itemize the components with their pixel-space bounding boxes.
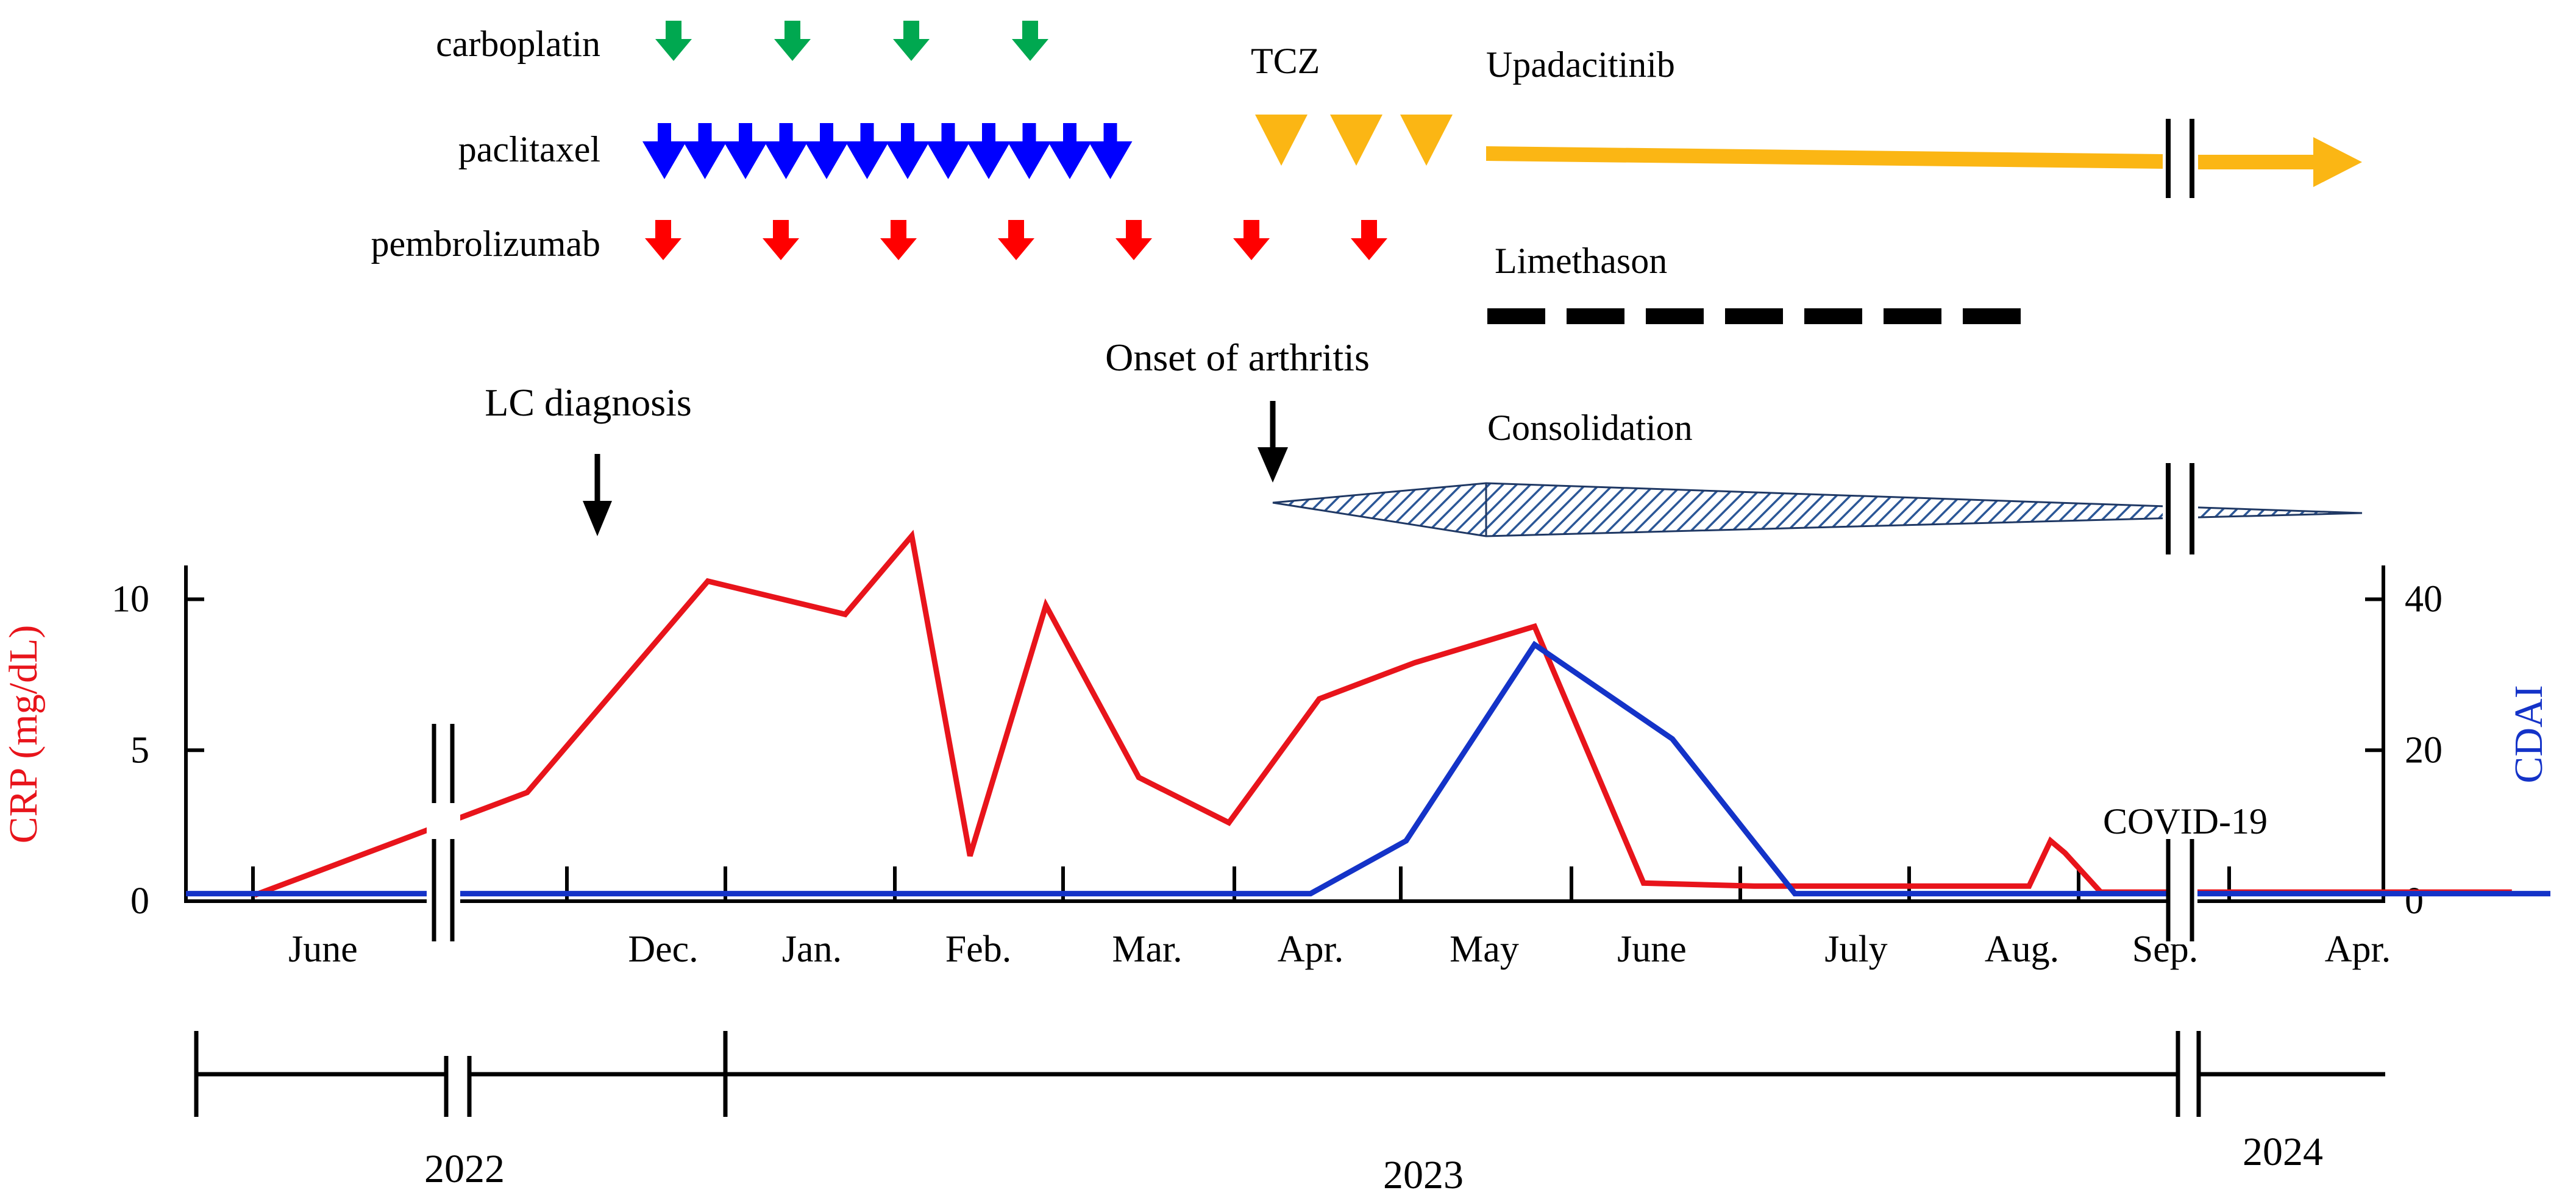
right-axis-tick-label: 20 — [2405, 729, 2443, 771]
carboplatin-dose — [893, 21, 930, 61]
paclitaxel-dose — [1007, 123, 1051, 179]
paclitaxel-dose — [1048, 123, 1092, 179]
covid-19-annotation: COVID-19 — [2103, 801, 2268, 841]
series-line-cdai — [186, 640, 2550, 897]
right-axis-tick-label: 40 — [2405, 579, 2443, 620]
left-axis-tick-label: 0 — [130, 880, 149, 922]
carboplatin-dose — [655, 21, 692, 61]
x-axis-tick-label: Apr. — [1278, 929, 1344, 970]
year-label-2023: 2023 — [1383, 1153, 1464, 1197]
upadacitinib-label: Upadacitinib — [1486, 44, 1675, 85]
upadacitinib-bar — [1486, 119, 2362, 198]
right-axis-ticks: 0 20 40 — [2365, 579, 2443, 922]
pembrolizumab-dose — [1351, 220, 1387, 260]
x-axis-tick-labels: June Dec. Jan. Feb. Mar. Apr. May June July Aug. S… — [288, 929, 2391, 970]
tcz-dose — [1400, 115, 1453, 166]
x-axis-tick-label: Apr. — [2325, 929, 2391, 970]
tcz-dose — [1255, 115, 1308, 166]
x-axis-tick-label: July — [1824, 929, 1887, 970]
x-axis-tick-label: Jan. — [782, 929, 842, 970]
limethason-dash — [1567, 308, 1624, 324]
consolidation-shape — [1272, 463, 2363, 554]
carboplatin-doses — [655, 21, 1048, 61]
arthritis-onset-annotation: Onset of arthritis — [1105, 336, 1370, 379]
consolidation-wedge — [1272, 482, 2363, 537]
paclitaxel-doses — [642, 123, 1133, 179]
carboplatin-label: carboplatin — [436, 24, 600, 64]
tcz-doses — [1255, 115, 1453, 166]
paclitaxel-dose — [805, 123, 849, 179]
limethason-dash — [1646, 308, 1704, 324]
limethason-dash — [1884, 308, 1941, 324]
lc-diagnosis-annotation: LC diagnosis — [485, 381, 692, 424]
left-axis-ticks: 0 5 10 — [112, 579, 204, 922]
paclitaxel-dose — [764, 123, 808, 179]
x-axis-tick-label: May — [1450, 929, 1519, 970]
limethason-dash — [1725, 308, 1783, 324]
upadacitinib-bar-segment — [1486, 146, 2164, 169]
plot-axes — [184, 565, 2385, 903]
x-axis-tick-label: Aug. — [1985, 929, 2059, 970]
year-label-2022: 2022 — [424, 1147, 505, 1191]
consolidation-break-mark — [2163, 463, 2198, 554]
pembrolizumab-label: pembrolizumab — [371, 224, 600, 264]
series-lines — [186, 529, 2550, 898]
pembrolizumab-doses — [645, 220, 1387, 260]
x-axis-tick-label: Dec. — [628, 929, 698, 970]
limethason-dash — [1487, 308, 1545, 324]
year-timeline — [194, 1031, 2385, 1117]
limethason-label: Limethason — [1495, 241, 1667, 281]
series-line-crp — [253, 529, 2512, 898]
carboplatin-dose — [774, 21, 811, 61]
limethason-bar — [1487, 308, 2021, 324]
left-axis-tick-label: 10 — [112, 579, 149, 620]
upadacitinib-arrow-head — [2313, 137, 2362, 187]
consolidation-label: Consolidation — [1487, 408, 1693, 448]
right-axis-tick-label: 0 — [2405, 880, 2424, 922]
tcz-label: TCZ — [1251, 41, 1320, 81]
limethason-dash — [1804, 308, 1862, 324]
paclitaxel-dose — [886, 123, 930, 179]
crp-axis-title: CRP (mg/dL) — [1, 625, 46, 844]
paclitaxel-label: paclitaxel — [458, 129, 600, 169]
paclitaxel-dose — [642, 123, 686, 179]
carboplatin-dose — [1012, 21, 1048, 61]
paclitaxel-dose — [845, 123, 889, 179]
paclitaxel-dose — [967, 123, 1011, 179]
pembrolizumab-dose — [998, 220, 1034, 260]
paclitaxel-dose — [724, 123, 767, 179]
arthritis-onset-arrow — [1258, 401, 1288, 483]
paclitaxel-dose — [683, 123, 727, 179]
lc-diagnosis-arrow — [583, 454, 612, 536]
cdai-axis-title: CDAI — [2507, 685, 2551, 783]
pembrolizumab-dose — [645, 220, 681, 260]
upadacitinib-break-mark — [2163, 119, 2198, 198]
upadacitinib-bar-tail — [2196, 155, 2318, 169]
x-axis-tick-label: June — [1617, 929, 1687, 970]
pembrolizumab-dose — [1233, 220, 1270, 260]
year-label-2024: 2024 — [2243, 1130, 2323, 1174]
pembrolizumab-dose — [880, 220, 917, 260]
limethason-dash — [1963, 308, 2021, 324]
pembrolizumab-dose — [1115, 220, 1152, 260]
paclitaxel-dose — [926, 123, 970, 179]
axis-break-mark-2024 — [2166, 839, 2197, 944]
paclitaxel-dose — [1088, 123, 1133, 179]
axis-break-mark-2022 — [427, 724, 460, 951]
pembrolizumab-dose — [763, 220, 799, 260]
x-axis-tick-label: Mar. — [1112, 929, 1182, 970]
tcz-dose — [1330, 115, 1382, 166]
left-axis-tick-label: 5 — [130, 729, 149, 771]
x-axis-tick-label: June — [288, 929, 358, 970]
x-axis-tick-label: Feb. — [945, 929, 1012, 970]
